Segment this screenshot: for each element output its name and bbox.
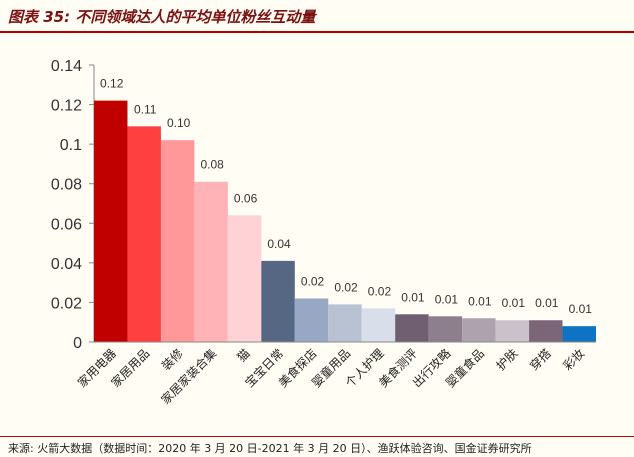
bar <box>529 320 563 342</box>
data-label: 0.02 <box>301 274 325 288</box>
x-tick-label: 护肤 <box>493 346 521 374</box>
title-divider <box>0 31 634 33</box>
x-tick-label: 装修 <box>158 346 186 374</box>
data-label: 0.06 <box>234 191 258 205</box>
x-tick-label: 穿搭 <box>526 346 554 374</box>
bar <box>194 181 228 342</box>
bars-group <box>94 100 596 342</box>
data-label: 0.01 <box>502 296 526 310</box>
bar <box>395 314 429 342</box>
data-labels-group: 0.12 0.11 0.10 0.08 0.06 0.04 0.02 0.02 0.02 0.01… <box>100 77 592 317</box>
y-axis: 0 0.02 0.04 0.06 0.08 0.1 0.12 0.14 <box>51 58 95 352</box>
y-tick-label: 0.06 <box>51 216 82 233</box>
bar <box>227 215 262 342</box>
data-label: 0.01 <box>468 294 492 308</box>
data-label: 0.02 <box>334 280 358 294</box>
source-note: 来源: 火箭大数据（数据时间：2020 年 3 月 20 日-2021 年 3 … <box>8 442 532 455</box>
data-label: 0.01 <box>401 290 425 304</box>
y-tick-label: 0 <box>73 335 82 352</box>
bar <box>127 126 161 342</box>
y-tick-label: 0.04 <box>51 256 82 273</box>
data-label: 0.01 <box>535 296 559 310</box>
bar <box>160 140 195 342</box>
y-tick-label: 0.1 <box>60 137 82 154</box>
bar <box>562 326 596 342</box>
data-label: 0.08 <box>200 158 224 172</box>
x-tick-label: 猫 <box>234 346 252 364</box>
data-label: 0.01 <box>435 292 459 306</box>
data-label: 0.02 <box>368 284 392 298</box>
data-label: 0.04 <box>267 237 291 251</box>
bar <box>294 298 329 342</box>
y-tick-label: 0.08 <box>51 177 82 194</box>
data-label: 0.10 <box>167 116 191 130</box>
bar <box>428 316 463 342</box>
data-label: 0.12 <box>100 77 124 91</box>
bar <box>495 320 530 342</box>
bar <box>462 318 496 342</box>
y-tick-label: 0.02 <box>51 295 82 312</box>
y-tick-label: 0.14 <box>51 58 82 75</box>
bar <box>94 100 128 342</box>
bar <box>328 304 362 342</box>
bar <box>261 260 295 342</box>
data-label: 0.01 <box>569 302 593 316</box>
x-tick-label: 彩妆 <box>561 346 588 373</box>
data-label: 0.11 <box>134 102 157 116</box>
footer-divider <box>0 436 634 437</box>
bar <box>361 308 396 342</box>
page-title: 图表 35: 不同领域达人的平均单位粉丝互动量 <box>8 8 316 26</box>
y-tick-label: 0.12 <box>51 98 82 115</box>
